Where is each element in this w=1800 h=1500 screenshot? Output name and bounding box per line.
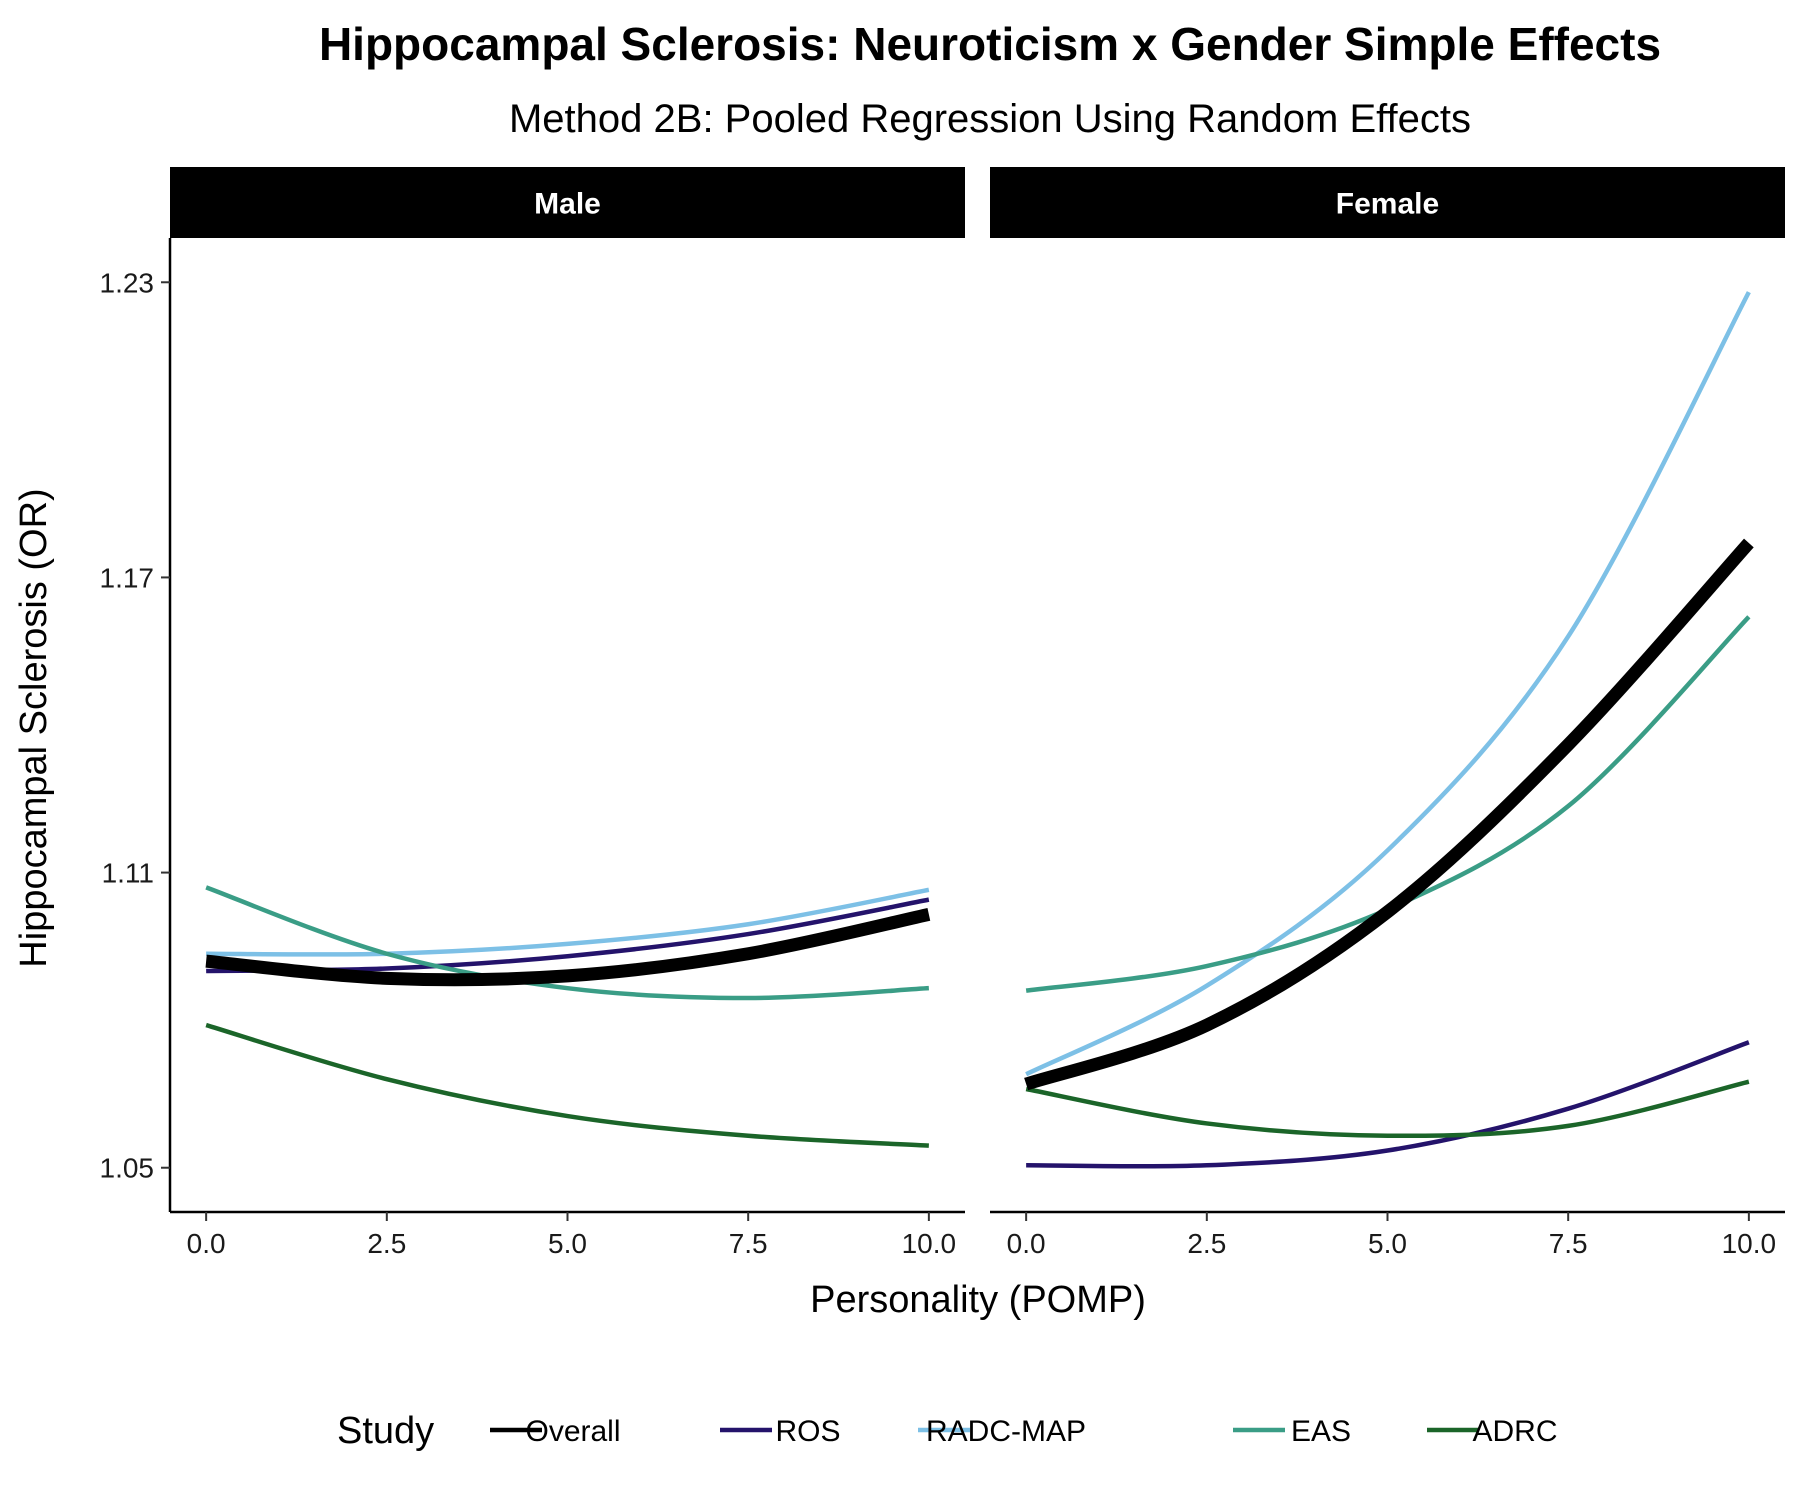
y-axis-title: Hippocampal Sclerosis (OR) bbox=[13, 488, 55, 967]
panel-male: Male 0.0 2.5 5.0 7.5 10.0 1.05 1.11 1.17 1.23 bbox=[100, 167, 965, 1259]
legend-item-ros: ROS bbox=[720, 1415, 841, 1448]
series-line-eas bbox=[205, 885, 929, 1001]
legend: Study Overall ROS RADC-MAP EAS ADRC bbox=[337, 1410, 1558, 1452]
x-tick-label: 2.5 bbox=[367, 1228, 406, 1259]
series-line-radc-map bbox=[206, 887, 930, 957]
x-tick-label: 7.5 bbox=[1549, 1228, 1588, 1259]
legend-item-adrc: ADRC bbox=[1427, 1415, 1558, 1448]
x-tick-label: 10.0 bbox=[902, 1228, 957, 1259]
y-tick-label: 1.11 bbox=[102, 858, 154, 889]
panel-female: Female 0.0 2.5 5.0 7.5 10.0 bbox=[990, 167, 1785, 1259]
series-line-adrc bbox=[1025, 1079, 1750, 1139]
legend-label: EAS bbox=[1291, 1415, 1351, 1448]
strip-label: Male bbox=[534, 188, 601, 221]
series-line-overall bbox=[205, 908, 931, 987]
x-tick-label: 7.5 bbox=[729, 1228, 768, 1259]
strip-background bbox=[170, 167, 965, 238]
strip-background bbox=[990, 167, 1785, 238]
legend-item-overall: Overall bbox=[490, 1415, 621, 1448]
facet-panels: Male 0.0 2.5 5.0 7.5 10.0 1.05 1.11 1.17 1.23 Fema… bbox=[100, 167, 1785, 1259]
strip-label: Female bbox=[1336, 188, 1439, 221]
legend-label: ROS bbox=[775, 1415, 840, 1448]
legend-label: ADRC bbox=[1472, 1415, 1557, 1448]
y-tick-label: 1.05 bbox=[100, 1153, 155, 1184]
y-tick-label: 1.17 bbox=[100, 562, 155, 593]
legend-title: Study bbox=[337, 1410, 434, 1452]
x-tick-label: 5.0 bbox=[1368, 1228, 1407, 1259]
x-tick-label: 0.0 bbox=[187, 1228, 226, 1259]
series-line-ros bbox=[1026, 1040, 1750, 1169]
chart-title: Hippocampal Sclerosis: Neuroticism x Gen… bbox=[319, 18, 1661, 70]
legend-label: Overall bbox=[525, 1415, 620, 1448]
x-tick-label: 0.0 bbox=[1007, 1228, 1046, 1259]
x-tick-label: 2.5 bbox=[1187, 1228, 1226, 1259]
x-tick-label: 5.0 bbox=[548, 1228, 587, 1259]
legend-label: RADC-MAP bbox=[926, 1415, 1086, 1448]
legend-item-radc-map: RADC-MAP bbox=[918, 1415, 1086, 1448]
x-axis-title: Personality (POMP) bbox=[810, 1279, 1146, 1321]
x-tick-label: 10.0 bbox=[1722, 1228, 1777, 1259]
chart-subtitle: Method 2B: Pooled Regression Using Rando… bbox=[509, 97, 1471, 141]
legend-item-eas: EAS bbox=[1233, 1415, 1351, 1448]
series-line-overall bbox=[1024, 538, 1754, 1091]
series-line-adrc bbox=[205, 1022, 929, 1148]
y-tick-label: 1.23 bbox=[100, 267, 155, 298]
series-line-radc-map bbox=[1025, 291, 1751, 1077]
